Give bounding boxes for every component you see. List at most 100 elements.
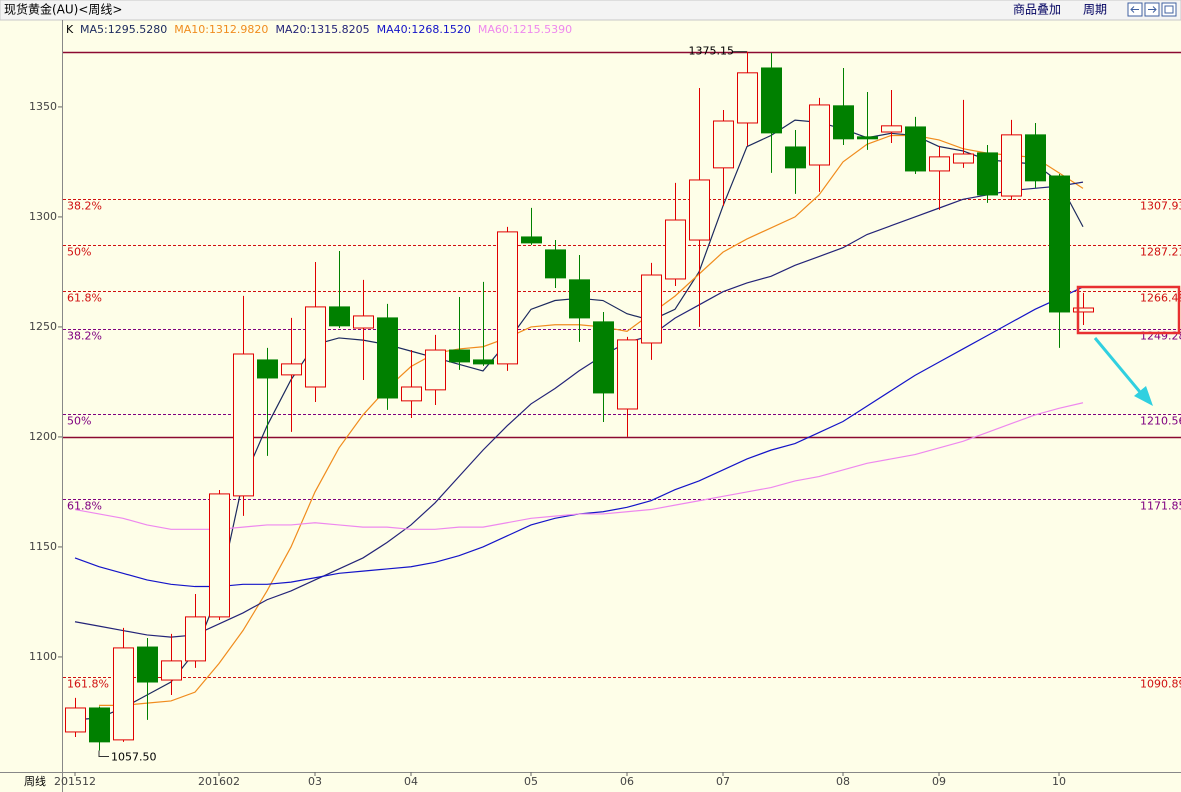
x-tick-label: 03 (308, 775, 322, 788)
legend-prefix: K (66, 23, 74, 36)
highlight-box (1076, 285, 1181, 335)
candle-body (65, 707, 86, 733)
level-value: 1210.56 (1140, 415, 1181, 428)
period-button[interactable]: 周期 (1083, 3, 1107, 17)
header: 现货黄金(AU)<周线> 商品叠加 周期 (0, 0, 1181, 21)
level-ratio: 38.2% (67, 330, 102, 343)
x-tick-label: 09 (932, 775, 946, 788)
legend-entry: MA60:1215.5390 (478, 23, 572, 36)
candle-body (209, 493, 230, 618)
nav-left-icon (1130, 6, 1139, 13)
candle-body (497, 231, 518, 365)
candle-body (857, 136, 878, 140)
x-tick-label: 04 (404, 775, 418, 788)
candle-body (353, 315, 374, 329)
level-value: 1287.21 (1140, 246, 1181, 259)
level-ratio: 38.2% (67, 200, 102, 213)
candle-body (665, 219, 686, 280)
candle-body (641, 274, 662, 344)
level-value: 1307.93 (1140, 200, 1181, 213)
candle-body (89, 707, 110, 743)
maximize-icon (1164, 5, 1174, 14)
candle-body (1025, 134, 1046, 182)
level-value: 1171.85 (1140, 500, 1181, 513)
level-ratio: 61.8% (67, 500, 102, 513)
plot-area: 1100 1150 1200 1250 1300 1350 201512 201602 03 04… (29, 45, 1181, 788)
x-tick-label: 06 (620, 775, 634, 788)
legend-entry: MA20:1315.8205 (275, 23, 369, 36)
candle-body (761, 67, 782, 134)
candle-body (185, 616, 206, 662)
header-bar (0, 0, 1181, 21)
y-tick-label: 1350 (29, 100, 57, 113)
legend-entry: MA5:1295.5280 (80, 23, 167, 36)
overlay-button[interactable]: 商品叠加 (1013, 2, 1061, 17)
level-value: 1266.49 (1140, 292, 1181, 305)
annotation-leader (98, 750, 109, 757)
maximize-button[interactable] (1161, 2, 1177, 17)
candle-body (809, 104, 830, 166)
nav-right-icon (1148, 6, 1157, 13)
candle-body (401, 386, 422, 402)
candle-body (281, 363, 302, 376)
candle-body (329, 306, 350, 327)
annotation-text: 1057.50 (111, 750, 157, 763)
x-tick-label: 10 (1052, 775, 1066, 788)
candle-body (593, 321, 614, 394)
candle-body (953, 153, 974, 164)
candle-body (833, 105, 854, 140)
candle-body (257, 359, 278, 379)
candle-body (377, 317, 398, 399)
y-tick-label: 1250 (29, 320, 57, 333)
candle-body (785, 146, 806, 169)
candle-body (689, 179, 710, 241)
candle-body (713, 120, 734, 169)
x-tick-label: 201602 (198, 775, 240, 788)
y-tick-label: 1200 (29, 430, 57, 443)
candle-body (737, 72, 758, 124)
candle-body (521, 236, 542, 244)
candle-body (425, 349, 446, 391)
y-tick-label: 1300 (29, 210, 57, 223)
ma-line (74, 402, 1084, 530)
candle-body (137, 646, 158, 683)
candle-body (449, 349, 470, 363)
level-value: 1249.28 (1140, 330, 1181, 343)
candle-body (881, 125, 902, 133)
candle-body (1001, 134, 1022, 197)
candle-body (545, 249, 566, 279)
level-value: 1090.89 (1140, 678, 1181, 691)
y-tick-label: 1100 (29, 650, 57, 663)
candle-body (473, 359, 494, 365)
x-tick-label: 05 (524, 775, 538, 788)
level-ratio: 61.8% (67, 292, 102, 305)
arrow-head (1134, 386, 1153, 406)
candle-body (905, 126, 926, 172)
legend-entry: MA10:1312.9820 (174, 23, 268, 36)
candle-body (161, 660, 182, 681)
period-label: 周线 (24, 774, 46, 788)
level-ratio: 50% (67, 415, 91, 428)
candle-body (929, 156, 950, 172)
candle-body (305, 306, 326, 388)
y-tick-label: 1150 (29, 540, 57, 553)
annotation-text: 1375.15 (689, 45, 735, 58)
x-tick-label: 07 (716, 775, 730, 788)
candle-body (233, 353, 254, 497)
x-tick-label: 08 (836, 775, 850, 788)
candle-body (1049, 175, 1070, 313)
header-title: 现货黄金(AU)<周线> (4, 2, 122, 17)
candle-body (977, 152, 998, 196)
candle-body (1073, 307, 1094, 313)
legend-entry: MA40:1268.1520 (377, 23, 471, 36)
level-ratio: 50% (67, 246, 91, 259)
candle-body (617, 339, 638, 410)
candle-body (569, 279, 590, 319)
x-tick-label: 201512 (54, 775, 96, 788)
ma-line (74, 181, 1084, 638)
arrow-shaft (1093, 337, 1142, 393)
level-ratio: 161.8% (67, 678, 109, 691)
candle-body (113, 647, 134, 741)
